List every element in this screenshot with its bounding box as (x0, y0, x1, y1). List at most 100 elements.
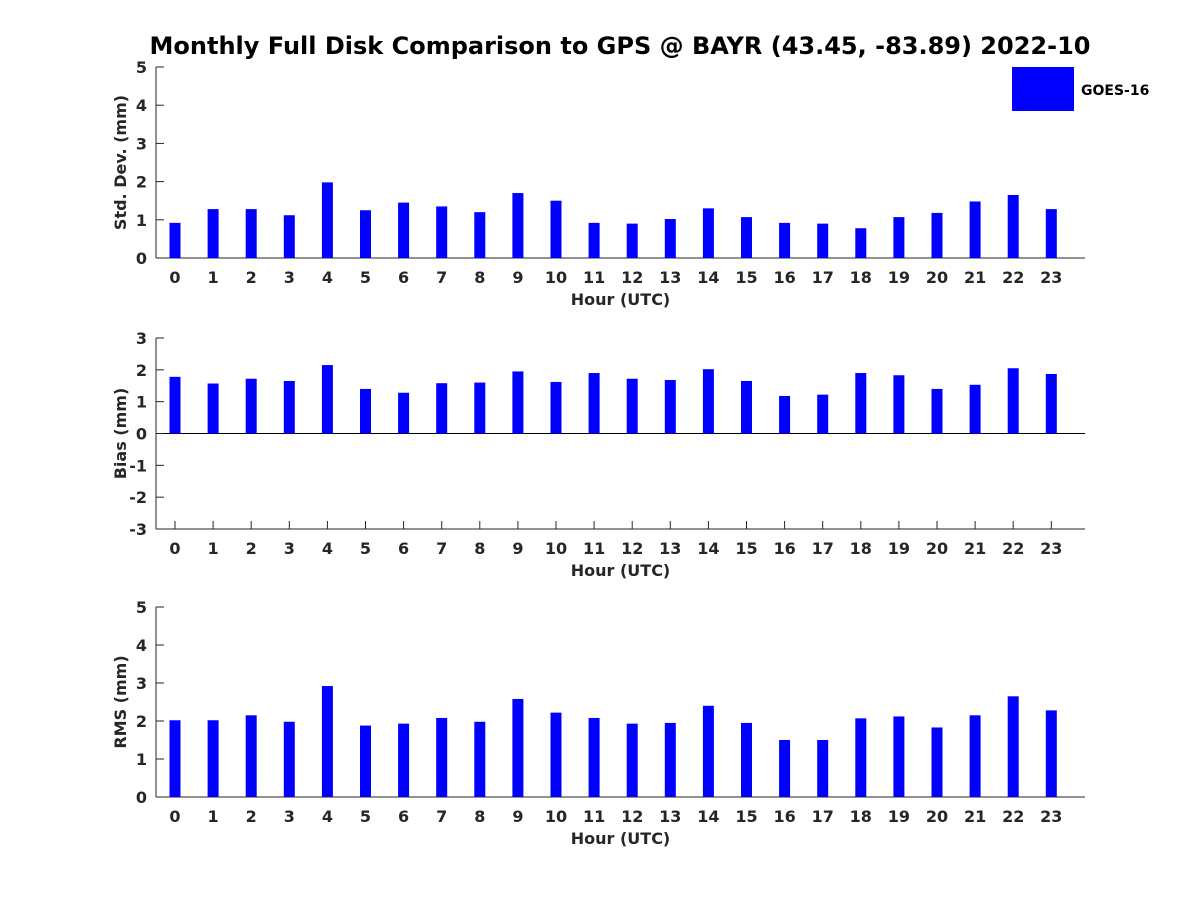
x-tick-label: 19 (888, 807, 910, 826)
x-tick-label: 17 (812, 807, 834, 826)
bar (283, 721, 295, 797)
bar (817, 740, 829, 797)
y-tick-label: -1 (129, 456, 147, 475)
x-tick-label: 2 (246, 807, 257, 826)
x-tick-label: 20 (926, 539, 948, 558)
x-tick-label: 1 (208, 539, 219, 558)
x-axis-label: Hour (UTC) (571, 829, 671, 848)
bar (931, 212, 943, 258)
bar (321, 365, 333, 434)
x-tick-label: 7 (436, 268, 447, 287)
bar (893, 375, 905, 434)
bar (893, 716, 905, 797)
x-tick-label: 18 (850, 807, 872, 826)
x-tick-label: 6 (398, 539, 409, 558)
bar (550, 712, 562, 797)
x-tick-label: 15 (735, 539, 757, 558)
x-tick-label: 9 (512, 268, 523, 287)
x-tick-label: 18 (850, 539, 872, 558)
x-tick-label: 14 (697, 268, 719, 287)
bar (664, 722, 676, 797)
bar (169, 376, 181, 434)
x-tick-label: 22 (1002, 268, 1024, 287)
x-tick-label: 13 (659, 539, 681, 558)
x-tick-label: 9 (512, 539, 523, 558)
bar (436, 383, 448, 434)
x-tick-label: 23 (1040, 807, 1062, 826)
bar (398, 392, 410, 434)
x-tick-label: 0 (169, 807, 180, 826)
x-tick-label: 1 (208, 807, 219, 826)
x-tick-label: 0 (169, 539, 180, 558)
x-tick-label: 2 (246, 268, 257, 287)
bar (283, 215, 295, 258)
bar (741, 380, 752, 434)
bar (817, 394, 829, 434)
bar (1045, 209, 1057, 258)
bar (1007, 696, 1019, 797)
legend-swatch (1012, 67, 1074, 111)
y-tick-label: 5 (136, 598, 147, 617)
x-tick-label: 20 (926, 268, 948, 287)
bar (207, 383, 219, 434)
bar (512, 698, 524, 797)
bar (969, 715, 981, 797)
x-tick-label: 16 (773, 539, 795, 558)
bar (1045, 373, 1057, 434)
y-tick-label: -2 (129, 488, 147, 507)
x-tick-label: 19 (888, 539, 910, 558)
x-tick-label: 8 (474, 807, 485, 826)
x-tick-label: 7 (436, 539, 447, 558)
x-tick-label: 8 (474, 539, 485, 558)
x-tick-label: 1 (208, 268, 219, 287)
x-tick-label: 17 (812, 268, 834, 287)
x-tick-label: 22 (1002, 807, 1024, 826)
legend: GOES-16 (1012, 67, 1149, 111)
x-tick-label: 14 (697, 807, 719, 826)
bar (550, 200, 562, 258)
x-tick-label: 13 (659, 807, 681, 826)
bar (779, 740, 791, 797)
x-tick-label: 0 (169, 268, 180, 287)
bar (360, 725, 371, 797)
bar (588, 717, 600, 797)
x-tick-label: 21 (964, 268, 986, 287)
bar (741, 722, 752, 797)
x-tick-label: 4 (322, 268, 333, 287)
bar (702, 369, 714, 434)
x-tick-label: 6 (398, 268, 409, 287)
bar (893, 217, 905, 258)
y-tick-label: 2 (136, 361, 147, 380)
bar (512, 193, 524, 258)
bar (702, 705, 714, 797)
x-tick-label: 23 (1040, 539, 1062, 558)
x-tick-label: 3 (284, 539, 295, 558)
x-tick-label: 5 (360, 539, 371, 558)
bar (969, 384, 981, 434)
x-tick-label: 10 (545, 268, 567, 287)
bar (321, 686, 333, 797)
bar (588, 222, 600, 258)
y-tick-label: 0 (136, 249, 147, 268)
bar (550, 381, 562, 434)
y-tick-label: 0 (136, 425, 147, 444)
x-tick-label: 4 (322, 807, 333, 826)
y-tick-label: -3 (129, 520, 147, 539)
x-tick-label: 6 (398, 807, 409, 826)
bar (779, 222, 791, 258)
x-tick-label: 4 (322, 539, 333, 558)
bar (398, 202, 410, 258)
bar (969, 201, 981, 258)
y-tick-label: 3 (136, 674, 147, 693)
y-tick-label: 3 (136, 134, 147, 153)
y-tick-label: 4 (136, 96, 147, 115)
y-tick-label: 2 (136, 173, 147, 192)
bar (207, 720, 219, 797)
bar (626, 723, 638, 797)
x-tick-label: 17 (812, 539, 834, 558)
y-axis-label: RMS (mm) (111, 655, 130, 748)
bar (474, 721, 486, 797)
